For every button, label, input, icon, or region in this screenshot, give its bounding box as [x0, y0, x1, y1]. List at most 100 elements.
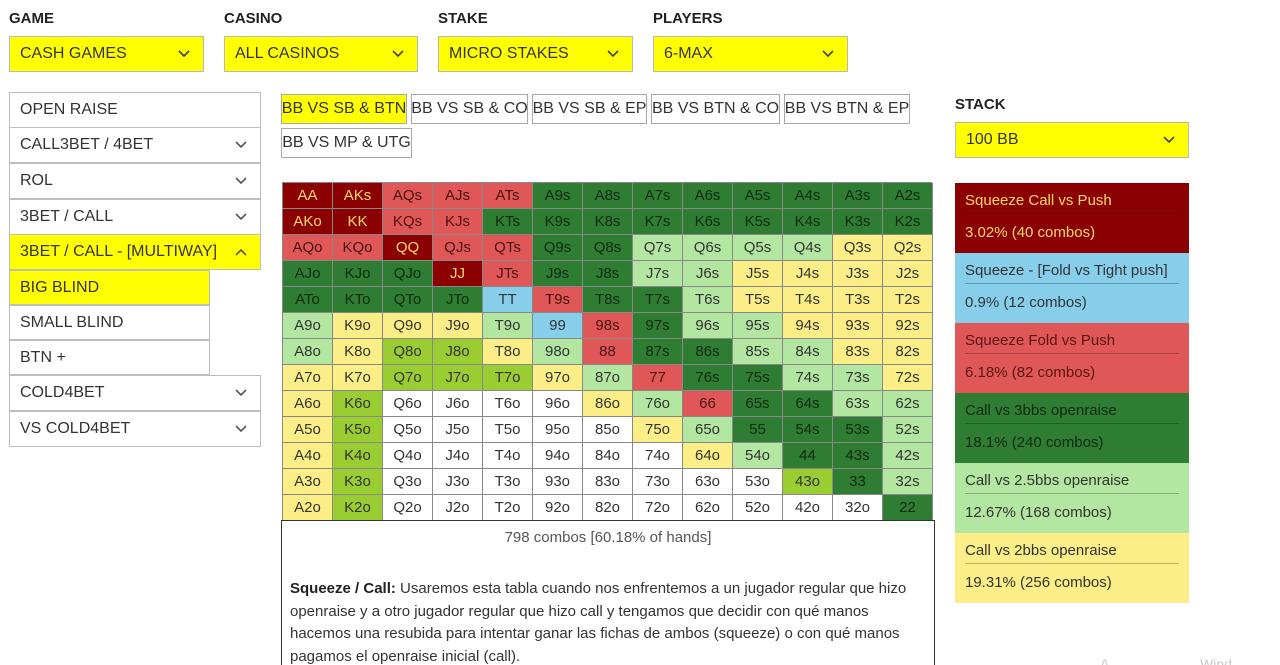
hand-cell[interactable]: 94s [783, 313, 833, 339]
hand-cell[interactable]: T2s [883, 287, 933, 313]
hand-cell[interactable]: Q7o [383, 365, 433, 391]
hand-cell[interactable]: T4o [483, 443, 533, 469]
hand-cell[interactable]: 83o [583, 469, 633, 495]
hand-cell[interactable]: A9s [533, 183, 583, 209]
hand-cell[interactable]: 93s [833, 313, 883, 339]
hand-cell[interactable]: 63o [683, 469, 733, 495]
hand-cell[interactable]: 62o [683, 495, 733, 521]
submenu-item-small-blind[interactable]: SMALL BLIND [9, 305, 210, 340]
casino-dropdown[interactable]: ALL CASINOS [224, 36, 418, 72]
hand-cell[interactable]: K3s [833, 209, 883, 235]
players-dropdown[interactable]: 6-MAX [653, 36, 848, 72]
hand-cell[interactable]: 92o [533, 495, 583, 521]
scenario-button-bb-vs-sb-co[interactable]: BB VS SB & CO [411, 94, 528, 124]
hand-cell[interactable]: A7s [633, 183, 683, 209]
hand-cell[interactable]: K9o [333, 313, 383, 339]
hand-cell[interactable]: KJo [333, 261, 383, 287]
hand-cell[interactable]: 73s [833, 365, 883, 391]
hand-cell[interactable]: 88 [583, 339, 633, 365]
hand-cell[interactable]: J7s [633, 261, 683, 287]
hand-cell[interactable]: K2s [883, 209, 933, 235]
hand-cell[interactable]: QJs [433, 235, 483, 261]
hand-cell[interactable]: JTs [483, 261, 533, 287]
hand-cell[interactable]: T2o [483, 495, 533, 521]
hand-cell[interactable]: KTs [483, 209, 533, 235]
hand-cell[interactable]: 65o [683, 417, 733, 443]
hand-cell[interactable]: T7o [483, 365, 533, 391]
hand-cell[interactable]: 43o [783, 469, 833, 495]
hand-cell[interactable]: 96s [683, 313, 733, 339]
hand-cell[interactable]: 95o [533, 417, 583, 443]
hand-cell[interactable]: 94o [533, 443, 583, 469]
hand-cell[interactable]: K3o [333, 469, 383, 495]
hand-cell[interactable]: 53s [833, 417, 883, 443]
hand-cell[interactable]: T5o [483, 417, 533, 443]
hand-cell[interactable]: 85s [733, 339, 783, 365]
hand-cell[interactable]: 42o [783, 495, 833, 521]
hand-cell[interactable]: 64o [683, 443, 733, 469]
hand-cell[interactable]: Q8o [383, 339, 433, 365]
hand-cell[interactable]: 65s [733, 391, 783, 417]
hand-cell[interactable]: A3s [833, 183, 883, 209]
hand-cell[interactable]: T9o [483, 313, 533, 339]
hand-cell[interactable]: 32o [833, 495, 883, 521]
hand-cell[interactable]: J6o [433, 391, 483, 417]
scenario-button-bb-vs-mp-utg[interactable]: BB VS MP & UTG [281, 128, 412, 158]
hand-cell[interactable]: K6s [683, 209, 733, 235]
hand-cell[interactable]: ATo [283, 287, 333, 313]
hand-cell[interactable]: J3o [433, 469, 483, 495]
hand-cell[interactable]: Q8s [583, 235, 633, 261]
menu-item-rol[interactable]: ROL [9, 163, 261, 199]
hand-cell[interactable]: J5o [433, 417, 483, 443]
hand-cell[interactable]: T3o [483, 469, 533, 495]
hand-cell[interactable]: Q4s [783, 235, 833, 261]
hand-cell[interactable]: 54o [733, 443, 783, 469]
hand-cell[interactable]: KQs [383, 209, 433, 235]
hand-cell[interactable]: 72o [633, 495, 683, 521]
hand-cell[interactable]: 42s [883, 443, 933, 469]
hand-cell[interactable]: KK [333, 209, 383, 235]
hand-cell[interactable]: K7o [333, 365, 383, 391]
hand-cell[interactable]: Q2o [383, 495, 433, 521]
hand-cell[interactable]: 86s [683, 339, 733, 365]
hand-cell[interactable]: K8s [583, 209, 633, 235]
hand-cell[interactable]: A3o [283, 469, 333, 495]
hand-cell[interactable]: 43s [833, 443, 883, 469]
hand-cell[interactable]: QJo [383, 261, 433, 287]
hand-cell[interactable]: KQo [333, 235, 383, 261]
hand-cell[interactable]: 64s [783, 391, 833, 417]
hand-cell[interactable]: 87s [633, 339, 683, 365]
hand-cell[interactable]: K7s [633, 209, 683, 235]
hand-cell[interactable]: A6s [683, 183, 733, 209]
hand-cell[interactable]: 76o [633, 391, 683, 417]
hand-cell[interactable]: Q3o [383, 469, 433, 495]
hand-cell[interactable]: J2s [883, 261, 933, 287]
hand-cell[interactable]: Q3s [833, 235, 883, 261]
menu-item-3bet-call[interactable]: 3BET / CALL [9, 199, 261, 235]
hand-cell[interactable]: J5s [733, 261, 783, 287]
hand-cell[interactable]: Q9s [533, 235, 583, 261]
hand-cell[interactable]: 97o [533, 365, 583, 391]
hand-cell[interactable]: T6s [683, 287, 733, 313]
menu-item-open-raise[interactable]: OPEN RAISE [9, 92, 261, 128]
hand-cell[interactable]: K5o [333, 417, 383, 443]
hand-cell[interactable]: 54s [783, 417, 833, 443]
hand-cell[interactable]: A5o [283, 417, 333, 443]
hand-cell[interactable]: 52s [883, 417, 933, 443]
hand-cell[interactable]: K6o [333, 391, 383, 417]
hand-cell[interactable]: TT [483, 287, 533, 313]
hand-cell[interactable]: T7s [633, 287, 683, 313]
hand-cell[interactable]: 74s [783, 365, 833, 391]
hand-cell[interactable]: A2s [883, 183, 933, 209]
hand-cell[interactable]: 86o [583, 391, 633, 417]
hand-cell[interactable]: AJo [283, 261, 333, 287]
hand-cell[interactable]: Q5o [383, 417, 433, 443]
scenario-button-bb-vs-sb-ep[interactable]: BB VS SB & EP [532, 94, 647, 124]
hand-cell[interactable]: 22 [883, 495, 933, 521]
hand-cell[interactable]: 33 [833, 469, 883, 495]
menu-item-call3bet-4bet[interactable]: CALL3BET / 4BET [9, 127, 261, 163]
hand-cell[interactable]: A5s [733, 183, 783, 209]
hand-cell[interactable]: Q4o [383, 443, 433, 469]
hand-cell[interactable]: 66 [683, 391, 733, 417]
hand-cell[interactable]: AQo [283, 235, 333, 261]
